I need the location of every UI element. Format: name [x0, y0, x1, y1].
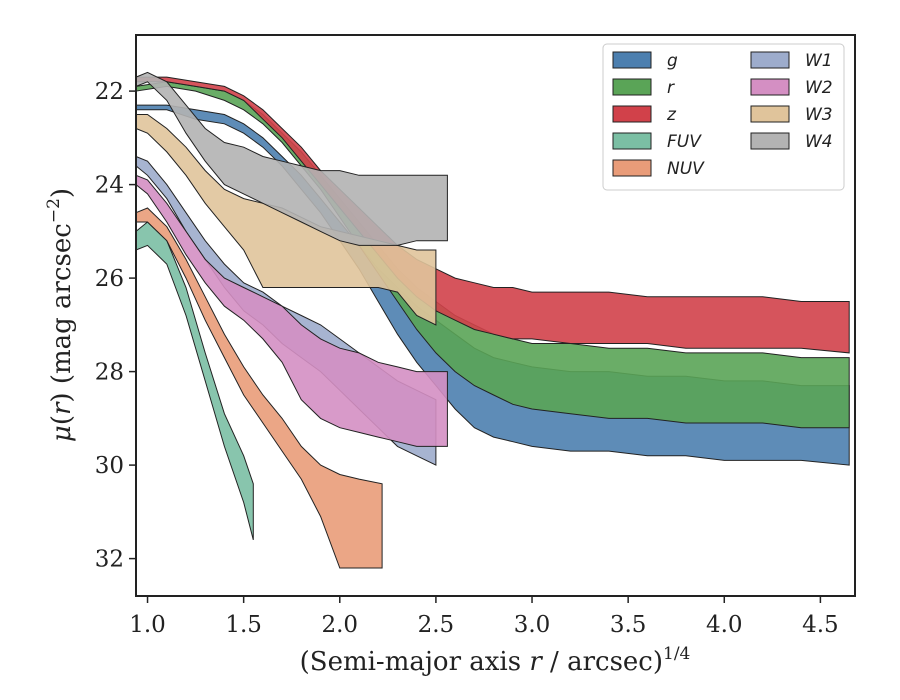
legend-label-r: r — [667, 78, 675, 98]
series-bands — [135, 71, 850, 569]
x-tick-label: 2.0 — [321, 612, 358, 638]
legend-swatch-nuv — [612, 159, 652, 177]
legend-label-fuv: FUV — [667, 132, 702, 152]
legend-label-w2: W2 — [805, 78, 833, 98]
y-tick-label: 30 — [95, 453, 124, 479]
y-tick-label: 32 — [95, 547, 124, 573]
band-nuv — [135, 207, 383, 569]
y-axis: 22 24 26 28 30 32 — [95, 79, 136, 573]
x-tick-label: 3.0 — [514, 612, 551, 638]
legend-label-w4: W4 — [805, 132, 833, 152]
legend-swatch-r — [612, 78, 652, 96]
x-tick-label: 1.5 — [225, 612, 262, 638]
legend-label-w3: W3 — [805, 105, 833, 125]
x-tick-label: 1.0 — [129, 612, 166, 638]
plot-frame — [135, 34, 856, 597]
y-tick-label: 26 — [95, 266, 124, 292]
band-fuv — [135, 221, 254, 541]
x-tick-label: 3.5 — [610, 612, 647, 638]
legend-swatch-g — [612, 51, 652, 69]
legend-label-z: z — [666, 105, 677, 125]
legend-label-g: g — [667, 51, 678, 71]
x-axis-label: (Semi-major axis r / arcsec)1/4 — [300, 644, 691, 677]
y-tick-label: 24 — [95, 173, 124, 199]
x-tick-label: 2.5 — [418, 612, 455, 638]
legend-swatch-w3 — [750, 105, 790, 123]
x-tick-label: 4.0 — [706, 612, 743, 638]
x-tick-label: 4.5 — [802, 612, 839, 638]
legend-swatch-fuv — [612, 132, 652, 150]
legend-swatch-w2 — [750, 78, 790, 96]
legend-swatch-w1 — [750, 51, 790, 69]
legend-label-nuv: NUV — [667, 159, 705, 179]
x-axis: 1.0 1.5 2.0 2.5 3.0 3.5 4.0 4.5 — [129, 596, 839, 638]
y-tick-label: 28 — [95, 360, 124, 386]
y-axis-label: μ(r) (mag arcsec−2) — [44, 188, 77, 442]
legend-swatch-w4 — [750, 132, 790, 150]
band-w3 — [135, 114, 437, 326]
legend: grz FUV NUV W1 W2 W3 W4 — [602, 43, 845, 191]
band-w4 — [135, 71, 448, 246]
legend-label-w1: W1 — [805, 51, 833, 71]
y-tick-label: 22 — [95, 79, 124, 105]
legend-swatch-z — [612, 105, 652, 123]
band-w2 — [135, 174, 448, 447]
